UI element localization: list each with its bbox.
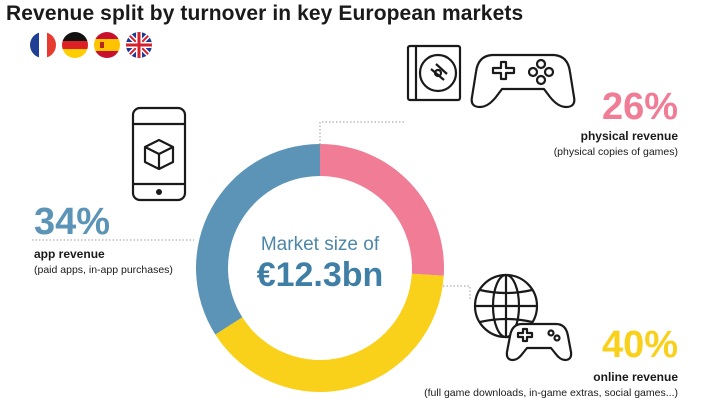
donut-slice-app (196, 144, 320, 335)
controller-icon (505, 322, 573, 362)
online-percent: 40% (601, 324, 678, 366)
disc-case-icon (406, 44, 462, 102)
app-percent: 34% (34, 201, 111, 243)
online-description: (full game downloads, in-game extras, so… (424, 387, 678, 399)
globe-icon (473, 273, 539, 339)
app-label: app revenue (34, 247, 105, 261)
online-label: online revenue (593, 370, 678, 384)
germany-flag-icon (62, 32, 88, 58)
smartphone-icon (131, 106, 187, 202)
leader-line-online (443, 285, 471, 300)
france-flag-icon (30, 32, 56, 58)
physical-percent: 26% (601, 86, 678, 128)
app-description: (paid apps, in-app purchases) (34, 264, 173, 276)
physical-label: physical revenue (580, 129, 678, 143)
market-size-value: €12.3bn (256, 256, 384, 294)
donut-slice-physical (320, 144, 444, 276)
gamepad-icon (470, 53, 576, 109)
chart-title: Revenue split by turnover in key Europea… (6, 2, 524, 25)
market-size-label: Market size of (260, 234, 380, 255)
flag-row (30, 32, 152, 58)
donut-slice-online (215, 273, 444, 392)
spain-flag-icon (94, 32, 120, 58)
physical-description: (physical copies of games) (553, 146, 678, 158)
leader-line-physical (319, 121, 405, 148)
